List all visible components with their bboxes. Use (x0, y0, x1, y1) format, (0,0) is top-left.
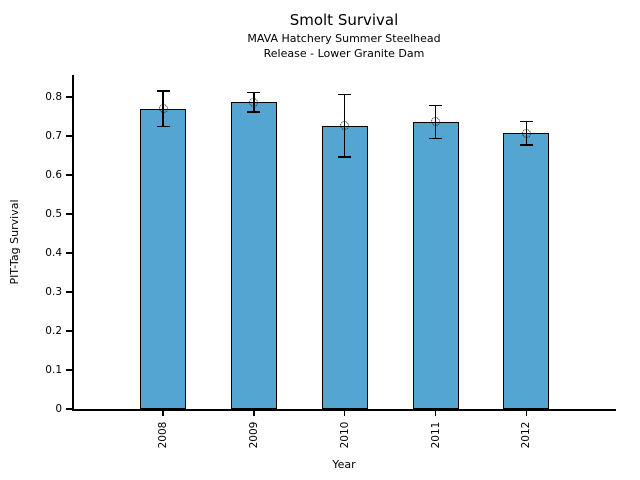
bar-2012 (503, 133, 550, 409)
y-tick (66, 252, 72, 254)
error-cap-top-2008 (156, 90, 170, 92)
y-tick-label: 0.5 (45, 208, 62, 220)
x-tick-label-2012: 2012 (520, 421, 533, 449)
bar-2009 (230, 102, 277, 409)
bar-2008 (140, 108, 186, 409)
y-axis-label: PIT-Tag Survival (8, 199, 21, 285)
y-tick-label: 0.4 (45, 247, 62, 259)
bar-2010 (321, 125, 368, 409)
x-tick (525, 410, 528, 416)
y-tick (66, 174, 72, 176)
y-tick-label: 0.2 (45, 325, 62, 337)
x-tick-label-2009: 2009 (247, 421, 260, 449)
x-tick-label-2010: 2010 (338, 421, 351, 449)
y-tick (66, 135, 72, 137)
y-tick (66, 213, 72, 215)
x-tick-label-2011: 2011 (429, 421, 442, 449)
point-marker-2008 (158, 104, 168, 114)
chart-subtitle-line1: MAVA Hatchery Summer Steelhead (247, 32, 441, 45)
point-marker-2010 (340, 121, 350, 131)
error-cap-top-2011 (429, 104, 443, 107)
error-cap-top-2009 (247, 91, 261, 94)
point-marker-2011 (431, 117, 441, 127)
y-tick (66, 96, 72, 98)
x-axis-line (72, 409, 616, 411)
y-axis-line (72, 75, 74, 411)
y-tick (66, 330, 72, 332)
error-cap-top-2012 (519, 120, 533, 123)
point-marker-2012 (521, 128, 531, 138)
y-tick (66, 408, 72, 410)
y-tick-label: 0.6 (45, 169, 62, 181)
y-tick-label: 0.7 (45, 130, 62, 142)
x-tick (343, 410, 346, 416)
error-cap-top-2010 (338, 93, 352, 96)
x-tick (434, 410, 437, 416)
error-cap-bottom-2012 (519, 144, 533, 146)
error-cap-bottom-2010 (338, 156, 352, 158)
y-tick (66, 291, 72, 293)
error-cap-bottom-2011 (429, 137, 443, 140)
y-tick (66, 369, 72, 371)
y-tick-label: 0 (55, 403, 62, 415)
error-cap-bottom-2009 (247, 111, 261, 113)
bar-2011 (412, 121, 459, 409)
x-tick (253, 410, 255, 416)
error-cap-bottom-2008 (156, 125, 170, 127)
x-tick-label-2008: 2008 (157, 421, 169, 449)
y-tick-label: 0.3 (45, 286, 62, 298)
x-axis-label: Year (332, 458, 356, 471)
x-tick (162, 410, 164, 416)
chart-subtitle-line2: Release - Lower Granite Dam (263, 47, 425, 60)
y-tick-label: 0.8 (45, 91, 62, 103)
point-marker-2009 (249, 97, 259, 107)
chart-title: Smolt Survival (289, 11, 399, 29)
y-tick-label: 0.1 (45, 364, 62, 376)
